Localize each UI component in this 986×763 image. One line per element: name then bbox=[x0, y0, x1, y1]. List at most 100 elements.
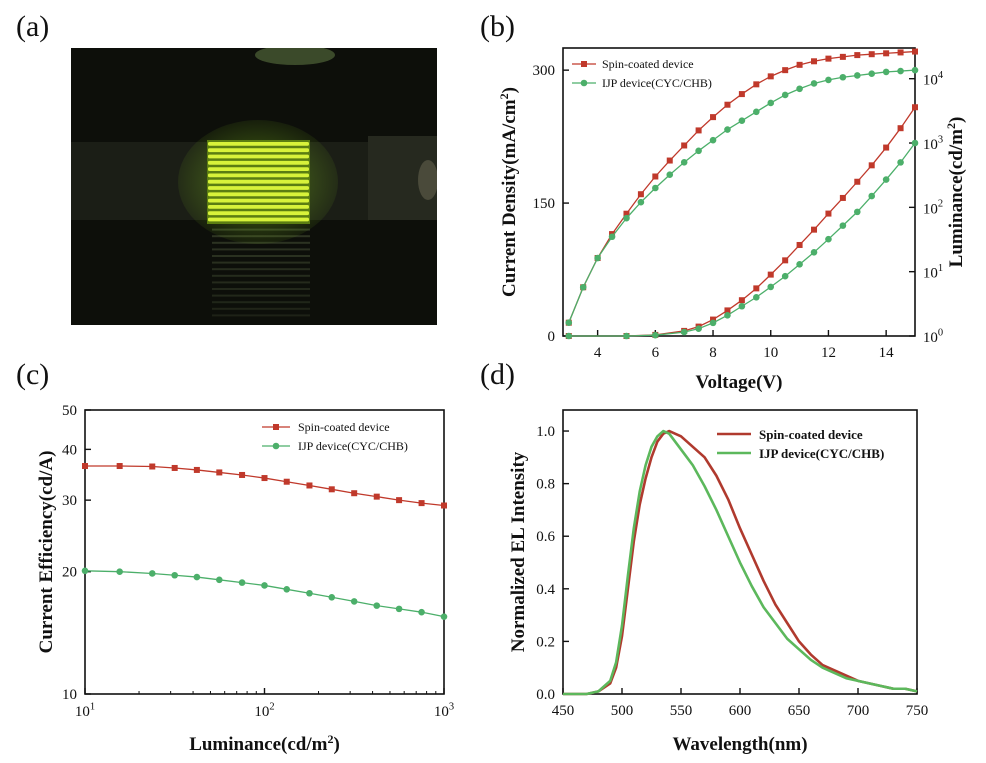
legend-marker bbox=[272, 442, 280, 450]
data-point bbox=[767, 271, 774, 278]
x-tick-label: 14 bbox=[879, 345, 895, 361]
data-point bbox=[724, 311, 731, 319]
data-point bbox=[796, 241, 803, 248]
y-tick-label: 0.6 bbox=[536, 529, 555, 545]
series-line-1 bbox=[84, 570, 445, 618]
data-point bbox=[825, 210, 832, 217]
emission-line bbox=[208, 211, 309, 216]
data-point bbox=[594, 254, 601, 262]
data-point bbox=[565, 319, 573, 327]
data-point bbox=[215, 576, 223, 584]
debris-right bbox=[418, 160, 437, 200]
data-point bbox=[239, 471, 246, 478]
data-point bbox=[868, 162, 875, 169]
emission-line bbox=[208, 167, 309, 171]
chart-c-efficiency: 101 102 103 10 20 30 40 50 Spin-coated device IJP… bbox=[36, 403, 454, 755]
x-axis-label: Voltage(V) bbox=[696, 372, 783, 393]
data-point bbox=[350, 598, 358, 605]
emission-line bbox=[208, 160, 309, 165]
y-tick-label: 40 bbox=[62, 442, 77, 458]
legend-label: IJP device(CYC/CHB) bbox=[602, 76, 712, 90]
data-point bbox=[853, 208, 861, 216]
data-point bbox=[608, 233, 616, 241]
data-point bbox=[767, 283, 775, 291]
y-axis-label: Current Density(mA/cm2) bbox=[497, 87, 520, 297]
y-tick-label: 20 bbox=[62, 565, 77, 581]
data-point bbox=[695, 127, 702, 134]
x-tick-label: 4 bbox=[594, 345, 602, 361]
data-point bbox=[681, 142, 688, 149]
dim-line bbox=[212, 274, 310, 277]
y-right-tick-label: 102 bbox=[923, 199, 943, 218]
data-point bbox=[839, 53, 846, 60]
data-point bbox=[395, 605, 403, 613]
data-point bbox=[782, 67, 789, 74]
data-point bbox=[912, 48, 918, 55]
x-tick-label: 101 bbox=[75, 701, 95, 720]
y-axis-label: Current Efficiency(cd/A) bbox=[36, 451, 57, 654]
data-point bbox=[171, 464, 178, 471]
data-point bbox=[810, 249, 818, 256]
data-point bbox=[680, 159, 688, 166]
data-point bbox=[82, 463, 88, 470]
data-point bbox=[753, 108, 760, 116]
plot-frame bbox=[562, 47, 916, 337]
panel-label-a: (a) bbox=[16, 10, 50, 43]
dim-line bbox=[212, 248, 310, 251]
data-point bbox=[149, 463, 156, 470]
y-tick-label: 0 bbox=[548, 329, 556, 345]
legend-marker bbox=[581, 61, 587, 67]
emission-line bbox=[208, 217, 309, 222]
data-point bbox=[418, 500, 425, 507]
data-point bbox=[854, 52, 861, 59]
dim-line bbox=[212, 307, 310, 310]
data-point bbox=[882, 68, 890, 76]
data-point bbox=[652, 173, 659, 180]
data-point bbox=[306, 589, 313, 597]
x-tick-label: 103 bbox=[434, 701, 454, 720]
y-tick-label: 300 bbox=[533, 63, 556, 79]
data-point bbox=[695, 147, 702, 155]
y-tick-label: 150 bbox=[533, 196, 556, 212]
data-point bbox=[753, 293, 760, 301]
legend-label: Spin-coated device bbox=[759, 427, 863, 442]
data-point bbox=[724, 126, 731, 133]
data-point bbox=[781, 91, 789, 99]
data-point bbox=[116, 568, 123, 575]
data-point bbox=[883, 50, 890, 57]
data-point bbox=[738, 302, 746, 310]
dim-line bbox=[212, 314, 310, 317]
series-line-1 bbox=[568, 69, 916, 323]
data-point bbox=[868, 51, 875, 58]
data-point bbox=[373, 602, 381, 609]
y-right-tick-label: 100 bbox=[923, 327, 943, 346]
x-tick-label: 450 bbox=[552, 703, 575, 719]
x-tick-label: 12 bbox=[821, 345, 836, 361]
data-point bbox=[868, 192, 876, 200]
data-point bbox=[666, 171, 674, 179]
data-point bbox=[825, 55, 832, 62]
data-point bbox=[911, 66, 919, 74]
y-right-axis-label: Luminance(cd/m2) bbox=[944, 117, 967, 268]
data-point bbox=[781, 272, 789, 280]
data-point bbox=[148, 570, 156, 577]
x-axis-label: Wavelength(nm) bbox=[672, 734, 807, 755]
y-tick-label: 0.2 bbox=[536, 634, 555, 650]
dim-line bbox=[212, 255, 310, 257]
data-point bbox=[796, 61, 803, 68]
series-line-1 bbox=[563, 429, 918, 696]
data-point bbox=[709, 319, 717, 327]
data-point bbox=[680, 328, 688, 336]
data-point bbox=[897, 159, 904, 166]
data-point bbox=[796, 85, 803, 93]
y-tick-label: 0.8 bbox=[536, 477, 555, 493]
data-point bbox=[261, 475, 268, 482]
data-point bbox=[825, 76, 832, 84]
data-point bbox=[839, 194, 846, 201]
data-point bbox=[396, 497, 403, 504]
data-point bbox=[623, 332, 630, 340]
panel-label-c: (c) bbox=[16, 358, 50, 391]
dim-line bbox=[212, 294, 310, 297]
dim-line bbox=[212, 268, 310, 271]
data-point bbox=[796, 261, 803, 268]
